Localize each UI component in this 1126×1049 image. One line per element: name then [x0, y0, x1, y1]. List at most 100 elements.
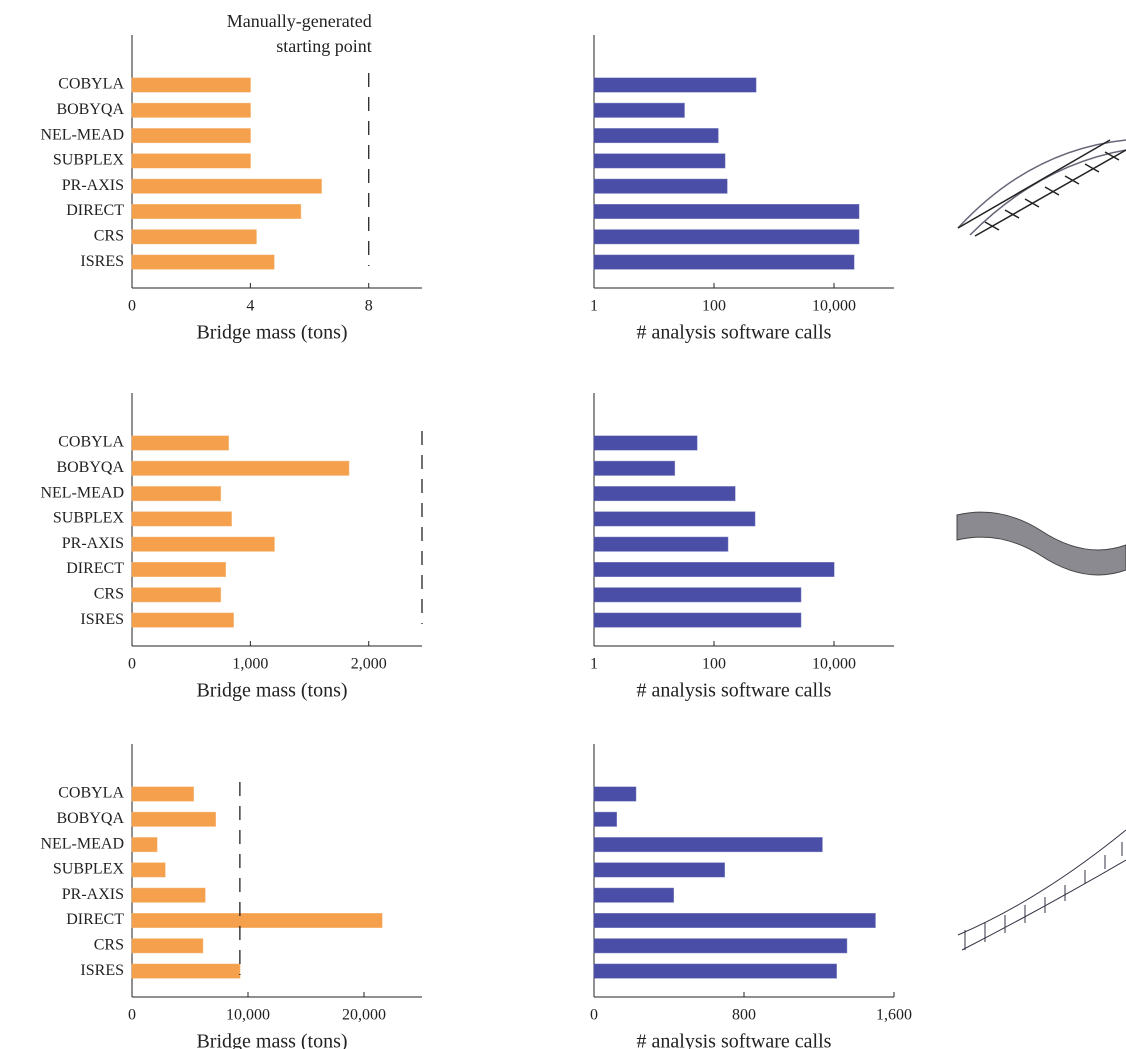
category-label: COBYLA	[58, 76, 124, 93]
bar	[594, 154, 725, 168]
bar	[132, 179, 321, 193]
x-tick-label: 100	[702, 298, 726, 315]
page: {"chart_data": [ {"type": "bar", "orient…	[0, 0, 1126, 1049]
bar	[594, 613, 801, 627]
category-label: PR-AXIS	[62, 886, 124, 903]
x-axis-title: # analysis software calls	[637, 322, 832, 344]
x-tick-label: 10,000	[812, 656, 856, 673]
x-tick-label: 1	[590, 298, 598, 315]
category-label: NEL-MEAD	[40, 126, 124, 143]
cable-lower	[962, 860, 1126, 950]
bar	[594, 537, 728, 551]
bar	[594, 888, 674, 902]
beam-body	[957, 512, 1126, 575]
bar	[594, 863, 725, 877]
category-label: CRS	[94, 936, 124, 953]
hangers	[965, 842, 1122, 950]
bar	[132, 129, 250, 143]
bar	[594, 512, 755, 526]
category-label: NEL-MEAD	[40, 484, 124, 501]
x-tick-label: 800	[732, 1007, 756, 1024]
category-label: COBYLA	[58, 785, 124, 802]
x-axis-title: # analysis software calls	[637, 680, 832, 702]
category-label: ISRES	[80, 611, 124, 628]
annotation: Manually-generated	[227, 11, 372, 31]
bar	[132, 537, 274, 551]
bar	[594, 436, 697, 450]
bar	[132, 230, 256, 244]
bar	[594, 179, 727, 193]
category-label: PR-AXIS	[62, 535, 124, 552]
category-label: NEL-MEAD	[40, 835, 124, 852]
bar	[132, 154, 250, 168]
category-label: ISRES	[80, 962, 124, 979]
bar	[594, 964, 836, 978]
x-tick-label: 10,000	[226, 1007, 270, 1024]
bar	[132, 812, 216, 826]
x-tick-label: 2,000	[351, 656, 387, 673]
x-axis-title: # analysis software calls	[637, 1031, 832, 1049]
category-label: DIRECT	[66, 911, 124, 928]
category-label: DIRECT	[66, 202, 124, 219]
bar	[594, 838, 822, 852]
bar	[132, 205, 301, 219]
bar	[594, 255, 854, 269]
x-tick-label: 10,000	[812, 298, 856, 315]
x-tick-label: 0	[590, 1007, 598, 1024]
x-tick-label: 0	[128, 298, 136, 315]
category-label: ISRES	[80, 253, 124, 270]
bar	[132, 964, 240, 978]
bar	[132, 103, 250, 117]
category-label: SUBPLEX	[53, 510, 125, 527]
bar	[594, 563, 834, 577]
bar	[132, 487, 221, 501]
x-axis-title: Bridge mass (tons)	[196, 680, 347, 702]
x-tick-label: 8	[365, 298, 373, 315]
x-tick-label: 1	[590, 656, 598, 673]
bar	[594, 588, 801, 602]
x-axis-title: Bridge mass (tons)	[196, 1031, 347, 1049]
bar	[132, 588, 221, 602]
category-label: BOBYQA	[56, 101, 124, 118]
bridge-suspension	[958, 830, 1126, 950]
bar	[594, 487, 735, 501]
bar	[594, 230, 859, 244]
category-label: PR-AXIS	[62, 177, 124, 194]
bar	[594, 78, 756, 92]
arch-upper	[958, 140, 1126, 228]
bar	[132, 787, 193, 801]
bar	[594, 205, 859, 219]
category-label: DIRECT	[66, 560, 124, 577]
annotation: starting point	[276, 36, 372, 56]
bar	[132, 512, 231, 526]
x-tick-label: 0	[128, 656, 136, 673]
bar	[132, 436, 228, 450]
bar	[132, 563, 226, 577]
bridge-beam	[957, 512, 1126, 575]
bar	[132, 461, 349, 475]
bar	[594, 812, 617, 826]
x-tick-label: 20,000	[342, 1007, 386, 1024]
category-label: CRS	[94, 585, 124, 602]
bridge-arch	[958, 140, 1126, 236]
bar	[132, 888, 205, 902]
bar	[132, 863, 165, 877]
bar	[594, 787, 636, 801]
x-tick-label: 4	[246, 298, 254, 315]
bar	[132, 255, 274, 269]
category-label: SUBPLEX	[53, 861, 125, 878]
bar	[132, 914, 382, 928]
bar	[594, 129, 718, 143]
x-tick-label: 100	[702, 656, 726, 673]
bar	[132, 838, 157, 852]
bar	[132, 78, 250, 92]
figure: 0 4 8 Bridge mass (tons) COBYLA BOBYQA NEL-MEA…	[0, 0, 1126, 1049]
category-label: BOBYQA	[56, 459, 124, 476]
bar	[594, 939, 847, 953]
x-tick-label: 1,600	[876, 1007, 912, 1024]
bar	[132, 939, 203, 953]
bar	[594, 461, 675, 475]
cable-upper	[958, 830, 1126, 935]
category-label: CRS	[94, 227, 124, 244]
bar	[594, 914, 875, 928]
